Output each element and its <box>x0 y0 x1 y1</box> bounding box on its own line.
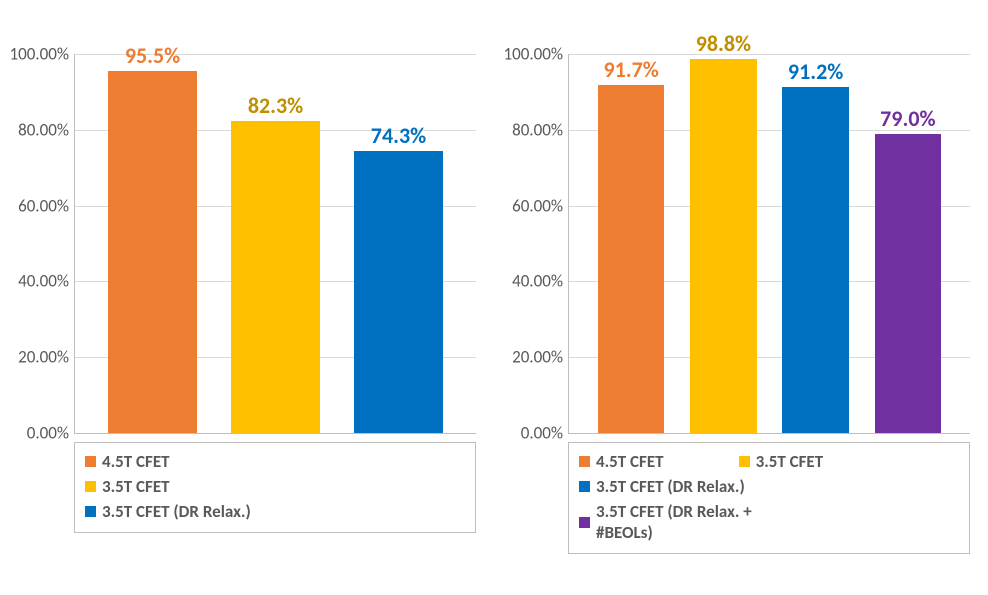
bar-slot: 91.7% <box>585 54 677 433</box>
legend-item: 3.5T CFET <box>739 449 899 474</box>
bar <box>782 87 848 433</box>
bar-slot: 98.8% <box>677 54 769 433</box>
legend-right: 4.5T CFET 3.5T CFET 3.5T CFET (DR Relax.) 3… <box>568 442 970 554</box>
bar-value-label: 74.3% <box>371 122 426 151</box>
y-tick-label: 60.00% <box>512 195 569 216</box>
legend-label: 3.5T CFET (DR Relax.) <box>102 501 251 522</box>
legend-item: 4.5T CFET <box>579 449 739 474</box>
y-tick-label: 20.00% <box>512 347 569 368</box>
legend-swatch-icon <box>85 506 96 517</box>
chart-left: 0.00%20.00%40.00%60.00%80.00%100.00%95.5… <box>0 0 494 595</box>
bar <box>690 59 756 433</box>
plot-area-right: 0.00%20.00%40.00%60.00%80.00%100.00%91.7… <box>568 54 970 434</box>
chart-right: 0.00%20.00%40.00%60.00%80.00%100.00%91.7… <box>494 0 988 595</box>
y-tick-label: 0.00% <box>27 423 75 444</box>
legend-item: 3.5T CFET (DR Relax.) <box>85 499 465 524</box>
legend-label: 3.5T CFET <box>756 451 824 472</box>
y-tick-label: 80.00% <box>512 119 569 140</box>
y-tick-label: 100.00% <box>9 44 75 65</box>
legend-item: 3.5T CFET <box>85 474 465 499</box>
legend-label: 3.5T CFET <box>102 476 170 497</box>
legend-swatch-icon <box>579 456 590 467</box>
y-tick-label: 40.00% <box>18 271 75 292</box>
bar-slot: 74.3% <box>337 54 460 433</box>
bar-slot: 95.5% <box>91 54 214 433</box>
y-tick-label: 80.00% <box>18 119 75 140</box>
legend-item: 4.5T CFET <box>85 449 465 474</box>
bar <box>108 71 197 433</box>
legend-swatch-icon <box>739 456 750 467</box>
legend-swatch-icon <box>579 481 590 492</box>
bar <box>354 151 443 433</box>
y-tick-label: 20.00% <box>18 347 75 368</box>
legend-label: 3.5T CFET (DR Relax.) <box>596 476 745 497</box>
legend-item: 3.5T CFET (DR Relax. + #BEOLs) <box>579 499 799 545</box>
legend-swatch-icon <box>85 456 96 467</box>
y-tick-label: 100.00% <box>503 44 569 65</box>
legend-label: 4.5T CFET <box>102 451 170 472</box>
legend-left: 4.5T CFET 3.5T CFET 3.5T CFET (DR Relax.) <box>74 442 476 533</box>
bars-container: 95.5% 82.3% 74.3% <box>75 54 476 433</box>
bar <box>231 121 320 433</box>
bar-value-label: 98.8% <box>696 30 751 59</box>
bar-value-label: 79.0% <box>880 105 935 134</box>
bar-slot: 91.2% <box>770 54 862 433</box>
bars-container: 91.7% 98.8% 91.2% 79.0% <box>569 54 970 433</box>
y-tick-label: 0.00% <box>521 423 569 444</box>
y-tick-label: 40.00% <box>512 271 569 292</box>
bar-value-label: 95.5% <box>125 42 180 71</box>
bar-value-label: 82.3% <box>248 92 303 121</box>
legend-label: 3.5T CFET (DR Relax. + #BEOLs) <box>596 501 799 543</box>
bar-value-label: 91.7% <box>603 56 658 85</box>
legend-item: 3.5T CFET (DR Relax.) <box>579 474 799 499</box>
plot-area-left: 0.00%20.00%40.00%60.00%80.00%100.00%95.5… <box>74 54 476 434</box>
legend-swatch-icon <box>85 481 96 492</box>
bar <box>598 85 664 433</box>
y-tick-label: 60.00% <box>18 195 75 216</box>
bar <box>875 134 941 433</box>
legend-label: 4.5T CFET <box>596 451 664 472</box>
bar-slot: 82.3% <box>214 54 337 433</box>
bar-slot: 79.0% <box>862 54 954 433</box>
bar-value-label: 91.2% <box>788 58 843 87</box>
legend-swatch-icon <box>579 517 590 528</box>
